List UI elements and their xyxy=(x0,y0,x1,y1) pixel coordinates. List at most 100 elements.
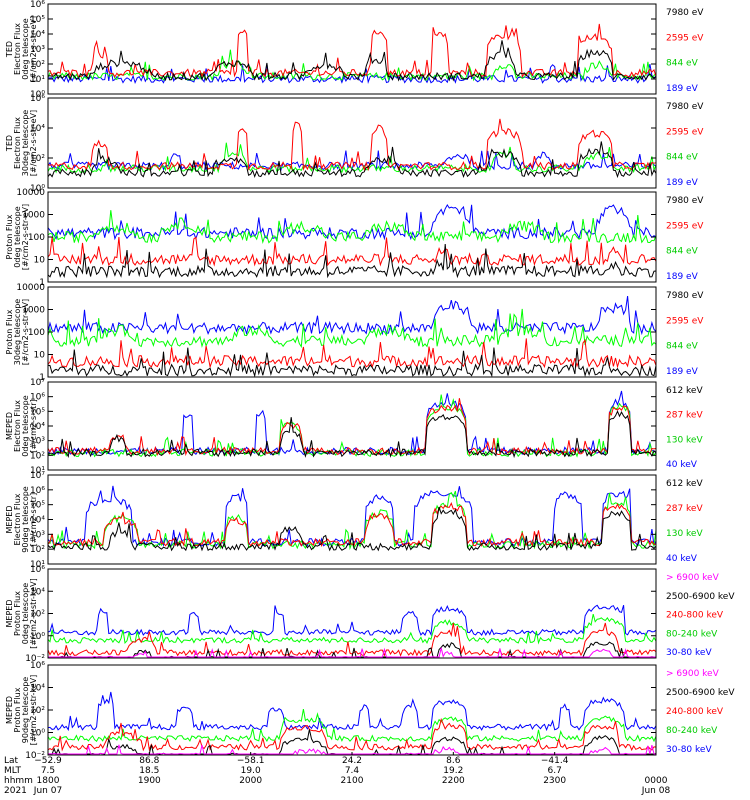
y-axis-label: 0deg telescope xyxy=(21,395,30,456)
x-tick-label: 7.5 xyxy=(41,766,55,776)
legend-entry: 2595 eV xyxy=(666,221,704,231)
legend-entry: 2595 eV xyxy=(666,316,704,326)
y-axis-label: 0deg telescope xyxy=(21,583,30,644)
x-tick-label: 19.0 xyxy=(241,766,261,776)
y-tick-label: 10⁻² xyxy=(25,654,45,664)
series-line-2-3 xyxy=(47,142,657,174)
y-axis-label: 0deg telescope xyxy=(13,206,22,267)
legend-entry: 2595 eV xyxy=(666,33,704,43)
y-tick-label: 10⁷ xyxy=(30,378,45,388)
x-tick-label: 24.2 xyxy=(342,756,362,766)
y-tick-label: 10¹ xyxy=(30,560,45,570)
y-tick-label: 10000 xyxy=(16,188,45,198)
series-line-3-3 xyxy=(47,210,657,245)
series-line-3-1 xyxy=(47,243,657,279)
series-line-2-2 xyxy=(47,118,657,172)
legend-entry: 189 eV xyxy=(666,178,699,188)
legend-entry: 189 eV xyxy=(666,84,699,94)
legend-entry: 7980 eV xyxy=(666,102,704,112)
x-tick-label: 2300 xyxy=(543,776,566,786)
y-tick-label: 10² xyxy=(30,706,45,716)
legend-entry: 7980 eV xyxy=(666,196,704,206)
series-line-1-1 xyxy=(47,40,657,82)
series-line-5-2 xyxy=(47,398,657,457)
y-axis-label: TED xyxy=(5,41,14,58)
legend-entry: 240-800 keV xyxy=(666,707,724,717)
legend-entry: 612 keV xyxy=(666,479,703,489)
legend-entry: 189 eV xyxy=(666,272,699,282)
y-axis-label: 30deg telescope xyxy=(21,110,30,177)
series-line-2-1 xyxy=(47,141,657,179)
legend-entry: 2595 eV xyxy=(666,127,704,137)
y-axis-label: [#/cm2-s-str] xyxy=(29,399,38,452)
series-line-4-4 xyxy=(47,296,657,336)
y-tick-label: 1 xyxy=(39,373,45,383)
legend-entry: > 6900 keV xyxy=(666,573,720,583)
y-axis-label: 90deg telescope xyxy=(21,486,30,553)
legend-entry: 40 keV xyxy=(666,554,698,564)
y-tick-label: 10⁶ xyxy=(30,0,45,10)
y-tick-label: 10² xyxy=(30,451,45,461)
y-tick-label: 10⁴ xyxy=(30,684,45,694)
series-line-7-5 xyxy=(47,604,657,637)
y-axis-label: Electron Flux xyxy=(13,117,22,169)
x-row-label: hhmm xyxy=(4,776,33,786)
y-tick-label: 10¹ xyxy=(30,75,45,85)
x-tick-label: 6.7 xyxy=(548,766,562,776)
y-tick-label: 10³ xyxy=(30,45,45,55)
series-line-4-1 xyxy=(47,347,657,378)
y-tick-label: 10000 xyxy=(16,283,45,293)
y-tick-label: 10⁶ xyxy=(30,393,45,403)
y-tick-label: 10 xyxy=(34,351,46,361)
legend-entry: 30-80 keV xyxy=(666,745,712,755)
legend-entry: 7980 eV xyxy=(666,291,704,301)
series-line-7-1 xyxy=(48,647,656,658)
y-axis-label: Proton Flux xyxy=(5,214,14,259)
x-tick-label: 7.4 xyxy=(345,766,360,776)
y-axis-label: [#/cm2-s-str-eV] xyxy=(21,204,30,270)
x-tick-label: 2100 xyxy=(341,776,364,786)
series-line-5-1 xyxy=(47,410,657,459)
y-tick-label: 10² xyxy=(30,610,45,620)
y-axis-label: [#/cm2-s-str-keV] xyxy=(29,578,38,649)
legend-entry: 2500-6900 keV xyxy=(666,688,735,698)
legend-entry: 2500-6900 keV xyxy=(666,592,735,602)
legend-entry: 30-80 keV xyxy=(666,648,712,658)
y-axis-label: [#/cm2-s-str] xyxy=(29,493,38,546)
legend-entry: 844 eV xyxy=(666,153,699,163)
y-tick-label: 10⁵ xyxy=(30,407,45,417)
series-line-4-2 xyxy=(47,338,657,369)
y-tick-label: 10⁴ xyxy=(30,30,45,40)
panel-2: 10⁰ 10² 10⁴ 10⁶ TED Electron Flux 30deg telesc… xyxy=(5,94,704,194)
y-axis-label: 90deg telescope xyxy=(21,677,30,744)
x-tick-label: −52.9 xyxy=(34,756,62,766)
y-axis-label: [#/cm2-s-str-eV] xyxy=(29,110,38,176)
x-tick-label: 18.5 xyxy=(139,766,159,776)
y-tick-label: 10² xyxy=(30,154,45,164)
y-tick-label: 10² xyxy=(30,60,45,70)
legend-entry: 287 keV xyxy=(666,504,703,514)
y-tick-label: 10⁰ xyxy=(30,729,45,739)
y-tick-label: 10⁰ xyxy=(30,90,45,100)
legend-entry: > 6900 keV xyxy=(666,669,720,679)
x-row-label: MLT xyxy=(4,766,22,776)
y-tick-label: 10⁴ xyxy=(30,422,45,432)
panel-3: 1 10 100 1000 10000 Proton Flux 0deg telescope… xyxy=(5,188,704,288)
panel-1: 10⁰ 10¹ 10² 10³ 10⁴ 10⁵ 10⁶ TED Electron Flux 0de… xyxy=(5,0,704,100)
series-line-8-5 xyxy=(47,691,657,732)
legend-entry: 844 eV xyxy=(666,247,699,257)
plot-frame xyxy=(47,97,657,189)
y-axis-label: TED xyxy=(5,135,14,152)
y-tick-label: 10¹ xyxy=(30,466,45,476)
legend-entry: 612 keV xyxy=(666,386,703,396)
x-tick-label: −41.4 xyxy=(541,756,569,766)
y-axis-label: MEPED xyxy=(5,696,14,724)
y-axis-label: [#/cm2-s-str-keV] xyxy=(29,675,38,746)
y-axis-label: [#/cm2-s-str-eV] xyxy=(29,16,38,82)
y-axis-label: 30deg telescope xyxy=(13,299,22,366)
x-tick-label: 19.2 xyxy=(443,766,463,776)
y-tick-label: 10² xyxy=(30,545,45,555)
